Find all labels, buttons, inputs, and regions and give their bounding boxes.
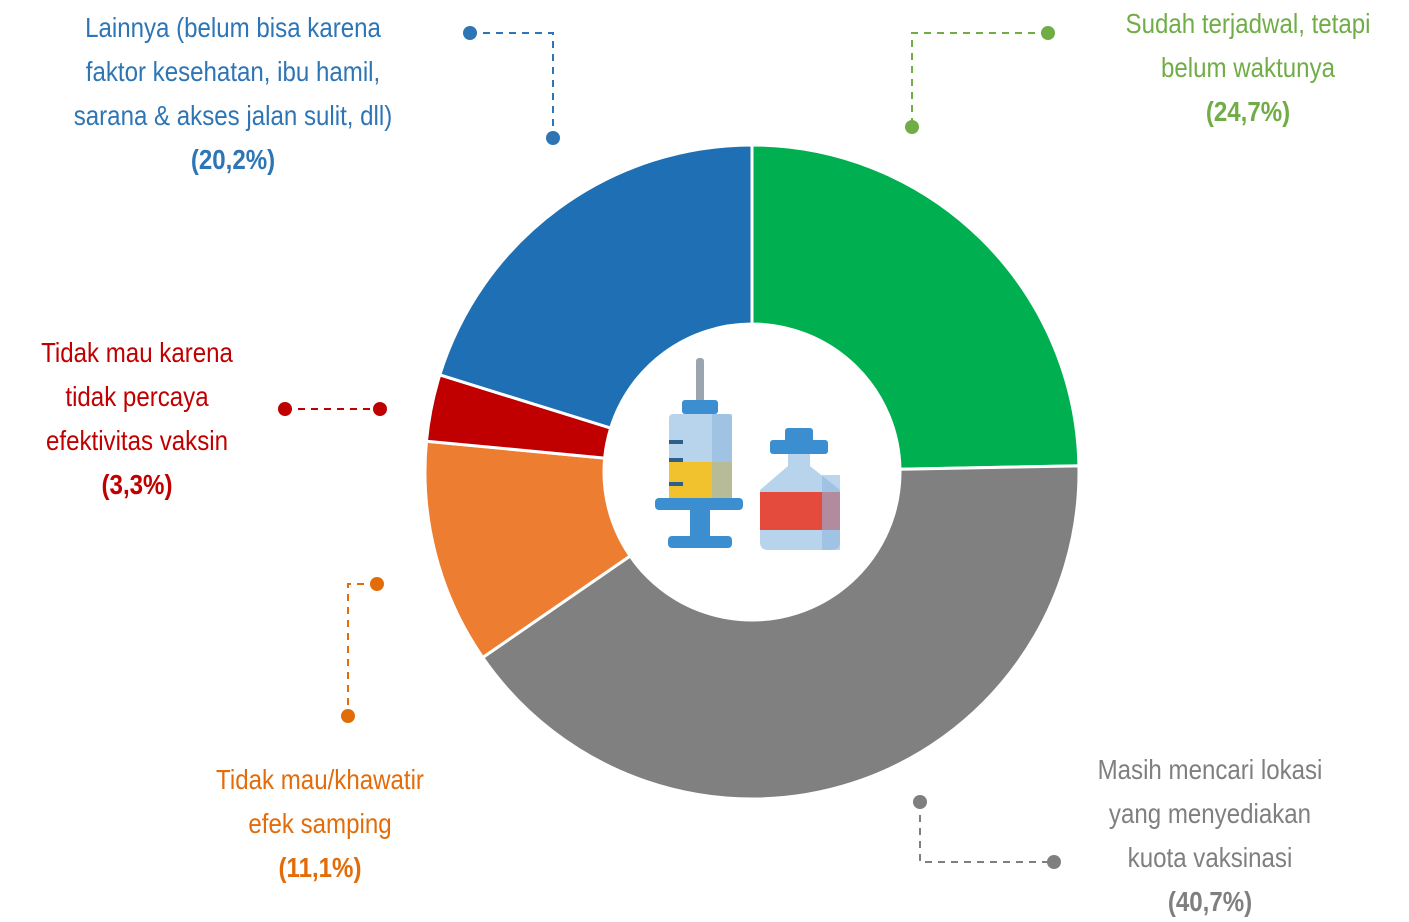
label-line: tidak percaya (65, 381, 209, 412)
vial-shade (822, 475, 840, 550)
connector-dots (278, 26, 1061, 869)
label-line: yang menyediakan (1108, 798, 1312, 829)
slice (480, 464, 1081, 801)
dot (546, 131, 560, 145)
slice-label: Sudah terjadwal, tetapi belum waktunya (24… (1024, 2, 1409, 134)
syringe-flange (655, 498, 743, 510)
label-line: kuota vaksinasi (1127, 842, 1293, 873)
label-line: belum waktunya (1160, 52, 1336, 83)
connector (347, 583, 377, 716)
plunger-base (668, 536, 732, 548)
connector (911, 32, 1048, 127)
connectors (285, 32, 1054, 863)
value-label: (20,2%) (190, 144, 276, 175)
label-line: Sudah terjadwal, tetapi (1125, 8, 1371, 39)
slice-label: Tidak mau/khawatir efek samping (11,1%) (96, 758, 543, 890)
slice (750, 143, 1081, 471)
vial-neck (788, 454, 810, 466)
label-line: efektivitas vaksin (45, 425, 228, 456)
needle (696, 358, 704, 403)
label-line: Lainnya (belum bisa karena (85, 12, 381, 43)
slice-label: Masih mencari lokasi yang menyediakan kuot… (986, 748, 1409, 922)
dot (278, 402, 292, 416)
syringe-cap (682, 400, 718, 414)
syringe-shade (712, 414, 732, 500)
dot (370, 577, 384, 591)
slice (423, 439, 633, 660)
label-line: efek samping (248, 808, 392, 839)
dot (1047, 855, 1061, 869)
vial-cap (770, 440, 828, 454)
dot (913, 795, 927, 809)
dot (463, 26, 477, 40)
tick (669, 458, 683, 462)
value-label: (24,7%) (1205, 96, 1291, 127)
slices (423, 143, 1081, 801)
connector (470, 32, 554, 138)
value-label: (40,7%) (1167, 886, 1253, 917)
plunger (690, 510, 710, 538)
vaccine-icon (655, 358, 840, 550)
tick (669, 482, 683, 486)
vial-top (785, 428, 813, 442)
value-label: (3,3%) (101, 469, 173, 500)
value-label: (11,1%) (278, 852, 362, 883)
label-line: Masih mencari lokasi (1097, 754, 1323, 785)
connector (919, 802, 1054, 863)
label-line: Tidak mau karena (41, 337, 233, 368)
dot (373, 402, 387, 416)
dot (1041, 26, 1055, 40)
label-line: Tidak mau/khawatir (216, 764, 424, 795)
dot (341, 709, 355, 723)
slice-label: Lainnya (belum bisa karena faktor kesehat… (9, 6, 456, 182)
slice-label: Tidak mau karena tidak percaya efektivitas… (0, 331, 361, 507)
label-line: sarana & akses jalan sulit, dll) (73, 100, 393, 131)
dot (905, 120, 919, 134)
tick (669, 440, 683, 444)
label-line: faktor kesehatan, ibu hamil, (85, 56, 381, 87)
slice (437, 143, 754, 430)
